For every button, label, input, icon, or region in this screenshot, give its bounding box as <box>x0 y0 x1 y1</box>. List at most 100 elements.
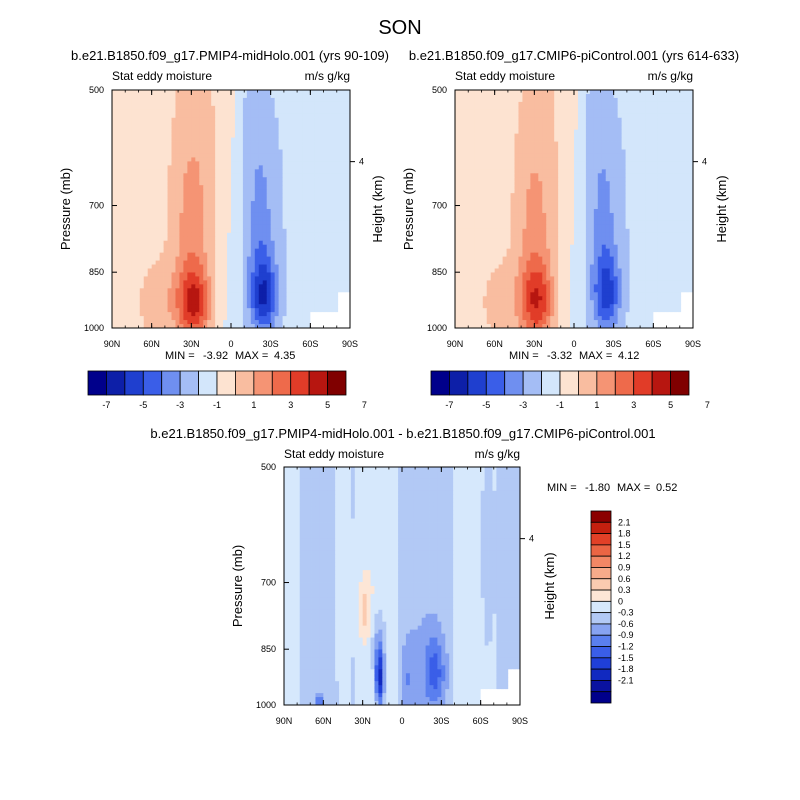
contour-cell <box>314 201 319 206</box>
contour-cell <box>681 117 686 123</box>
contour-cell <box>246 252 252 257</box>
contour-cell <box>262 260 268 265</box>
contour-cell <box>167 268 172 273</box>
contour-cell <box>223 97 228 103</box>
contour-cell <box>593 153 599 158</box>
contour-cell <box>669 153 674 158</box>
contour-cell <box>506 137 511 142</box>
contour-cell <box>689 153 694 158</box>
contour-cell <box>550 161 555 166</box>
contour-cell <box>306 201 311 206</box>
contour-cell <box>494 105 500 111</box>
contour-cell <box>490 93 496 99</box>
contour-cell <box>238 288 244 293</box>
contour-cell <box>633 149 638 154</box>
contour-cell <box>147 244 153 250</box>
contour-cell <box>282 296 287 301</box>
contour-cell <box>609 137 615 142</box>
contour-cell <box>250 284 256 289</box>
contour-cell <box>338 296 343 301</box>
contour-cell <box>242 236 248 242</box>
contour-cell <box>250 161 256 166</box>
contour-cell <box>613 117 619 123</box>
contour-cell <box>167 304 172 309</box>
contour-cell <box>589 101 595 107</box>
contour-cell <box>593 93 599 99</box>
contour-cell <box>502 145 507 150</box>
contour-cell <box>577 153 583 158</box>
contour-cell <box>510 113 515 119</box>
contour-cell <box>262 276 268 281</box>
contour-cell <box>223 93 228 99</box>
contour-cell <box>250 224 256 230</box>
contour-cell <box>262 284 268 289</box>
contour-cell <box>135 189 141 194</box>
contour-cell <box>123 272 129 277</box>
contour-cell <box>554 137 559 142</box>
contour-cell <box>227 117 232 123</box>
contour-cell <box>266 197 272 202</box>
contour-cell <box>254 284 260 289</box>
contour-cell <box>641 117 646 123</box>
contour-cell <box>558 141 563 146</box>
contour-cell <box>478 109 484 115</box>
contour-cell <box>330 101 335 107</box>
contour-cell <box>334 292 339 297</box>
contour-cell <box>175 209 180 214</box>
contour-cell <box>282 324 287 329</box>
contour-cell <box>601 133 607 138</box>
contour-cell <box>455 105 460 111</box>
contour-cell <box>151 220 157 226</box>
contour-cell <box>199 133 204 138</box>
contour-cell <box>238 121 244 127</box>
contour-cell <box>163 284 168 289</box>
contour-cell <box>482 169 488 174</box>
contour-cell <box>250 252 256 257</box>
contour-cell <box>346 113 351 119</box>
contour-cell <box>246 189 252 194</box>
contour-cell <box>278 216 283 222</box>
contour-cell <box>155 185 160 190</box>
contour-cell <box>625 161 630 166</box>
contour-cell <box>330 137 335 142</box>
contour-cell <box>147 197 153 202</box>
contour-cell <box>274 93 279 99</box>
contour-cell <box>669 105 674 111</box>
contour-cell <box>466 117 472 123</box>
contour-cell <box>286 324 291 329</box>
contour-cell <box>306 264 311 269</box>
contour-cell <box>167 324 172 329</box>
contour-cell <box>577 129 583 135</box>
contour-cell <box>163 252 168 257</box>
contour-cell <box>482 105 488 111</box>
contour-cell <box>609 93 615 99</box>
contour-cell <box>314 90 319 95</box>
contour-cell <box>119 165 125 170</box>
contour-cell <box>211 185 216 190</box>
contour-cell <box>665 133 670 138</box>
contour-cell <box>294 260 299 265</box>
contour-cell <box>470 141 476 146</box>
contour-cell <box>306 212 311 218</box>
contour-cell <box>542 153 547 158</box>
contour-cell <box>554 97 559 103</box>
contour-cell <box>131 209 137 214</box>
contour-cell <box>270 260 276 265</box>
contour-cell <box>203 260 208 265</box>
contour-cell <box>191 216 196 222</box>
contour-cell <box>234 272 240 277</box>
contour-cell <box>215 216 220 222</box>
contour-cell <box>207 129 212 135</box>
contour-cell <box>227 288 232 293</box>
contour-cell <box>246 292 252 297</box>
contour-cell <box>250 228 256 234</box>
contour-cell <box>215 105 220 111</box>
contour-cell <box>123 240 129 246</box>
contour-cell <box>314 272 319 277</box>
contour-cell <box>486 90 492 95</box>
contour-cell <box>163 212 168 218</box>
contour-cell <box>558 90 563 95</box>
contour-cell <box>175 252 180 257</box>
contour-cell <box>518 173 523 178</box>
contour-cell <box>550 133 555 138</box>
